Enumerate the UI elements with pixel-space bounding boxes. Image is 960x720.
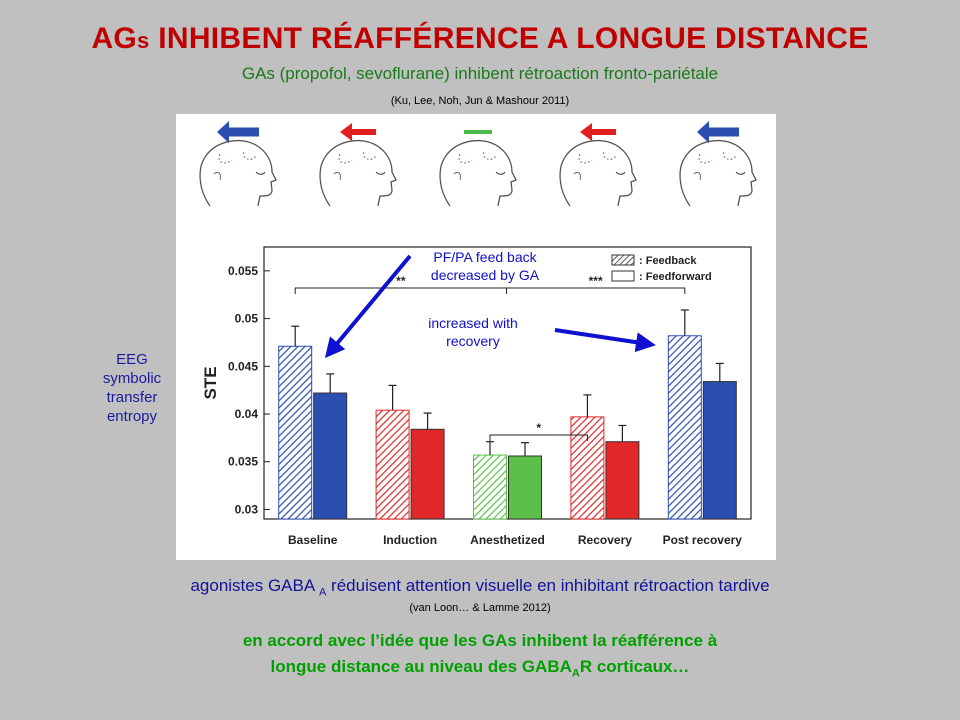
significance-bracket [506,287,686,295]
ear-icon [693,171,701,181]
head-outline-icon [679,139,757,207]
figure-panel: 0.03 0.035 0.04 0.045 0.05 0.055 STE Baseline In… [176,114,776,560]
x-tick-label: Anesthetized [470,533,545,547]
head-outline-icon [439,139,517,207]
y-tick-label: 0.03 [235,502,259,516]
y-tick-label: 0.055 [228,264,258,278]
bar-feedforward [605,441,640,520]
eye-icon [615,171,626,175]
brain-region-icon [458,151,497,164]
x-tick-label: Recovery [578,533,632,547]
bar-feedback [667,335,702,520]
legend-swatch [611,270,635,282]
conclusion: en accord avec l’idée que les GAs inhibe… [0,628,960,686]
annotation-increased: increased with recovery [428,315,518,349]
x-tick-label: Baseline [288,533,338,547]
eye-icon [375,171,386,175]
bar-feedback [375,409,410,520]
citation: (Ku, Lee, Noh, Jun & Mashour 2011) [390,95,570,107]
slide-title: AGs INHIBENT RÉAFFÉRENCE A LONGUE DISTAN… [91,22,869,55]
ear-icon [573,171,581,181]
ear-icon [453,171,461,181]
legend-label: : Feedforward [639,271,712,283]
head-icon-3 [439,130,517,207]
left-arrow-icon [217,121,259,143]
y-tick-label: 0.045 [228,359,258,373]
significance-label: * [536,421,541,435]
brain-region-icon [578,151,617,164]
ear-icon [333,171,341,181]
bar-feedforward [313,392,348,520]
slide-subtitle: GAs (propofol, sevoflurane) inhibent rét… [241,64,719,83]
x-tick-label: Post recovery [663,533,743,547]
head-outline-icon [199,139,277,207]
conclusion-line-2: longue distance au niveau des GABAAR cor… [270,657,690,680]
head-icons-row [199,121,757,207]
legend-label: : Feedback [639,255,697,267]
bar-feedforward [702,381,737,520]
bar-feedforward [410,428,445,520]
eye-icon [255,171,266,175]
eye-icon [495,171,506,175]
head-icon-2 [319,123,397,207]
left-arrow-icon [580,123,616,141]
conclusion-line-1: en accord avec l’idée que les GAs inhibe… [242,631,718,650]
figure-svg: 0.03 0.035 0.04 0.045 0.05 0.055 STE Baseline In… [199,121,757,547]
side-label-eeg: EEG symbolic transfer entropy [102,351,162,425]
head-icon-4 [559,123,637,207]
y-tick-label: 0.05 [235,312,259,326]
y-tick-label: 0.035 [228,455,258,469]
head-outline-icon [319,139,397,207]
bar-feedforward [508,455,542,520]
brain-region-icon [698,151,737,164]
bar-chart: 0.03 0.035 0.04 0.045 0.05 0.055 STE Baseline In… [201,246,752,547]
annotation-decreased: PF/PA feed back decreased by GA [430,249,540,283]
head-icon-1 [199,121,277,207]
brain-region-icon [218,151,257,164]
eye-icon [735,171,746,175]
x-tick-label: Induction [383,533,437,547]
citation-2: (van Loon… & Lamme 2012) [409,602,551,614]
bar-feedback [473,454,507,520]
head-icon-5 [679,121,757,207]
brain-region-icon [338,151,377,164]
plot-frame [263,246,752,520]
significance-bracket [294,287,507,295]
legend-swatch [611,254,635,266]
head-outline-icon [559,139,637,207]
left-arrow-icon [697,121,739,143]
y-axis-label: STE [201,366,220,399]
significance-label: *** [589,274,603,288]
flat-bar-icon [464,130,492,134]
gaba-statement: agonistes GABA A réduisent attention vis… [190,576,770,599]
ear-icon [213,171,221,181]
bar-feedback [278,345,313,520]
bar-feedback [570,416,605,520]
significance-bracket [489,434,588,442]
left-arrow-icon [340,123,376,141]
y-tick-label: 0.04 [235,407,259,421]
